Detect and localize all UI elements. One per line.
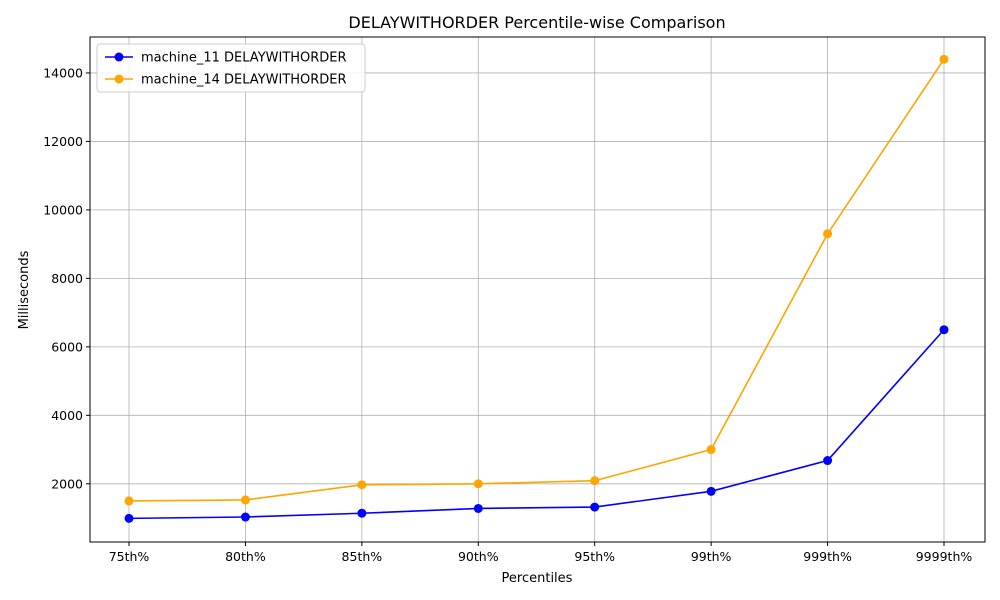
chart-title: DELAYWITHORDER Percentile-wise Compariso… bbox=[348, 13, 725, 32]
data-point bbox=[590, 502, 600, 512]
series-2 bbox=[124, 54, 949, 506]
series-group bbox=[124, 54, 949, 523]
data-point bbox=[823, 456, 833, 466]
x-axis-label: Percentiles bbox=[502, 571, 573, 586]
x-tick-label: 85th% bbox=[342, 549, 383, 564]
series-1 bbox=[124, 325, 949, 523]
y-tick-label: 4000 bbox=[51, 408, 83, 423]
y-tick-label: 2000 bbox=[51, 476, 83, 491]
grid bbox=[90, 37, 985, 542]
plot-frame bbox=[89, 36, 986, 543]
x-tick-label: 95th% bbox=[574, 549, 615, 564]
x-tick-label: 99th% bbox=[691, 549, 732, 564]
y-axis: 2000 4000 6000 8000 10000 12000 14000 bbox=[43, 65, 90, 491]
y-tick-label: 6000 bbox=[51, 339, 83, 354]
y-tick-label: 12000 bbox=[43, 134, 83, 149]
x-axis: 75th% 80th% 85th% 90th% 95th% 99th% 999th% 9999… bbox=[109, 542, 973, 564]
legend-marker bbox=[114, 74, 124, 84]
data-point bbox=[124, 513, 134, 523]
legend-box bbox=[96, 43, 366, 93]
data-point bbox=[939, 325, 949, 335]
x-tick-label: 90th% bbox=[458, 549, 499, 564]
data-point bbox=[357, 508, 367, 518]
data-point bbox=[939, 54, 949, 64]
legend: machine_11 DELAYWITHORDER machine_14 DELA… bbox=[96, 43, 366, 93]
data-point bbox=[124, 496, 134, 506]
y-tick-label: 14000 bbox=[43, 65, 83, 80]
x-tick-label: 999th% bbox=[803, 549, 852, 564]
legend-marker bbox=[114, 52, 124, 62]
x-tick-label: 9999th% bbox=[916, 549, 973, 564]
data-point bbox=[240, 495, 250, 505]
data-point bbox=[240, 512, 250, 522]
x-tick-label: 75th% bbox=[109, 549, 150, 564]
legend-item: machine_14 DELAYWITHORDER bbox=[105, 73, 347, 88]
data-point bbox=[706, 445, 716, 455]
data-point bbox=[357, 480, 367, 490]
series-line bbox=[128, 58, 945, 502]
y-tick-label: 10000 bbox=[43, 202, 83, 217]
data-point bbox=[590, 476, 600, 486]
data-point bbox=[706, 486, 716, 496]
y-tick-label: 8000 bbox=[51, 271, 83, 286]
data-point bbox=[473, 479, 483, 489]
legend-label: machine_11 DELAYWITHORDER bbox=[141, 51, 347, 66]
y-axis-label: Milliseconds bbox=[17, 250, 32, 329]
series-line bbox=[128, 329, 945, 520]
x-tick-label: 80th% bbox=[225, 549, 266, 564]
data-point bbox=[823, 229, 833, 239]
legend-item: machine_11 DELAYWITHORDER bbox=[105, 51, 347, 66]
legend-label: machine_14 DELAYWITHORDER bbox=[141, 73, 347, 88]
data-point bbox=[473, 503, 483, 513]
